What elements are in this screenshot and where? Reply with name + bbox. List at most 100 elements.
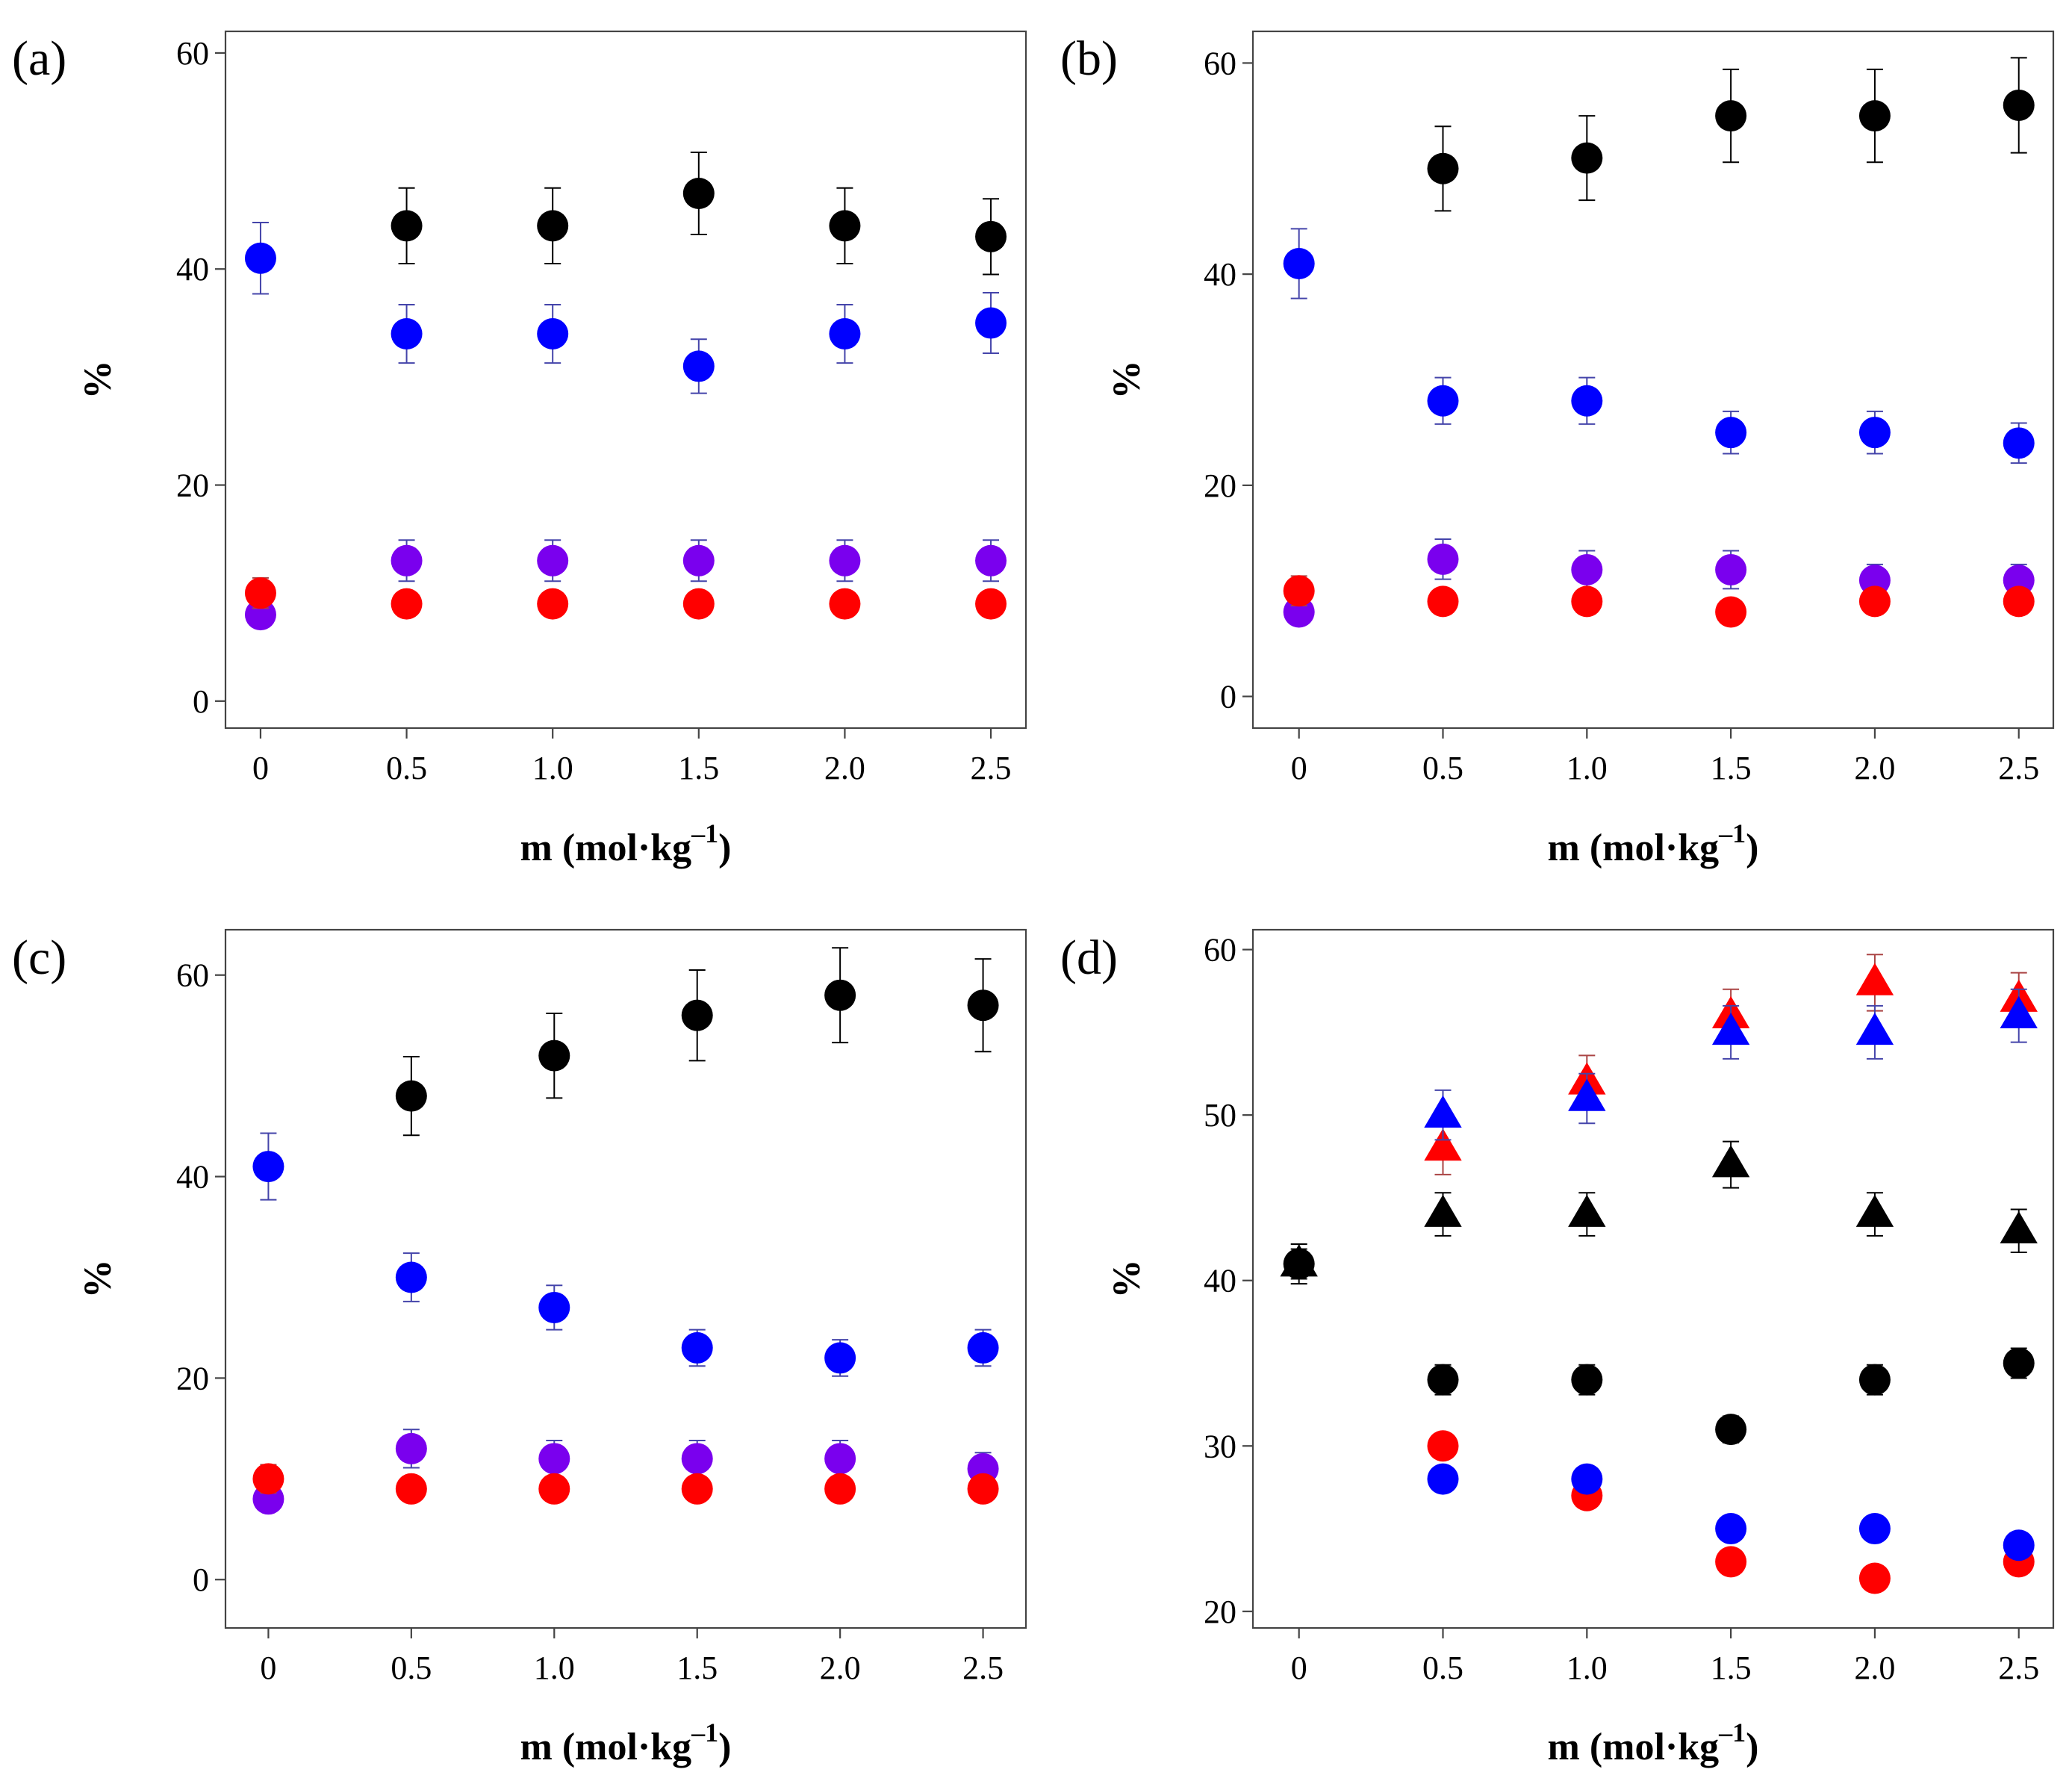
data-point-circle — [538, 1039, 570, 1072]
x-tick-label: 1.5 — [676, 1650, 718, 1686]
data-point-triangle — [1855, 1012, 1894, 1045]
series-1 — [244, 222, 1007, 394]
y-axis-label: % — [1106, 1260, 1148, 1299]
data-point-triangle — [2000, 1211, 2038, 1244]
data-point-triangle — [1855, 1194, 1894, 1227]
data-point-circle — [681, 1331, 713, 1364]
data-point-circle — [1571, 1364, 1603, 1396]
data-point-circle — [1858, 1513, 1891, 1545]
data-point-circle — [975, 544, 1007, 577]
data-point-triangle — [1568, 1078, 1606, 1111]
data-point-circle — [244, 599, 276, 631]
series-3 — [1283, 1248, 2035, 1446]
y-tick-label: 60 — [1204, 45, 1236, 81]
y-tick-label: 20 — [176, 1360, 209, 1396]
data-point-triangle — [1711, 1012, 1750, 1045]
data-point-circle — [244, 242, 276, 274]
panel-c: (c) 0 20 40 60 0 0.5 1.0 1.5 2.0 2.5% m (mol·kg–1) — [12, 928, 1027, 1768]
series-0 — [1427, 57, 2035, 212]
data-point-circle — [538, 1291, 570, 1323]
series-3 — [244, 577, 1007, 620]
data-point-circle — [967, 1331, 999, 1364]
data-point-circle — [967, 1473, 999, 1505]
x-tick-label: 2.0 — [824, 750, 865, 786]
data-point-circle — [252, 1151, 284, 1183]
panel-b: (b) 0 20 40 60 0 0.5 1.0 1.5 2.0 2.5% m (mol·kg–1) — [1060, 30, 2055, 869]
panel-label: (c) — [12, 930, 66, 985]
data-point-circle — [244, 577, 276, 609]
data-point-circle — [1715, 596, 1747, 628]
x-axis-label: m (mol·kg–1) — [1548, 818, 1759, 869]
data-point-circle — [829, 544, 861, 577]
data-point-circle — [975, 588, 1007, 620]
data-point-circle — [1858, 585, 1891, 618]
series-2 — [1283, 538, 2035, 628]
data-point-circle — [1571, 1463, 1603, 1495]
y-tick-label: 40 — [1204, 1263, 1236, 1299]
series-2 — [1280, 1140, 2038, 1285]
y-axis-label: % — [77, 1260, 119, 1299]
plot-frame — [1251, 30, 2055, 730]
plot-frame — [1251, 928, 2055, 1629]
data-point-circle — [1715, 1414, 1747, 1446]
data-point-circle — [1283, 248, 1315, 279]
data-point-circle — [1858, 100, 1891, 132]
x-tick-label: 0 — [1291, 1650, 1307, 1686]
data-point-circle — [1858, 1562, 1891, 1594]
panel-label: (a) — [12, 31, 66, 86]
series-1 — [252, 1132, 999, 1377]
series-5 — [1427, 1463, 2035, 1561]
data-point-triangle — [1855, 963, 1894, 995]
data-point-circle — [1571, 142, 1603, 174]
data-point-circle — [1715, 417, 1747, 449]
series-3 — [252, 1463, 999, 1505]
data-point-circle — [1715, 100, 1747, 132]
data-point-triangle — [1424, 1128, 1462, 1161]
data-point-circle — [1427, 385, 1459, 417]
x-tick-label: 1.0 — [532, 750, 573, 786]
data-point-circle — [829, 210, 861, 242]
data-point-circle — [829, 318, 861, 350]
data-point-circle — [1858, 1364, 1891, 1396]
data-point-triangle — [1424, 1194, 1462, 1227]
data-point-triangle — [1424, 1095, 1462, 1128]
data-point-circle — [1427, 152, 1459, 184]
y-axis-label: % — [77, 361, 119, 400]
data-point-circle — [391, 210, 423, 242]
data-point-circle — [537, 318, 569, 350]
data-point-circle — [538, 1443, 570, 1475]
y-tick-label: 0 — [1220, 679, 1236, 715]
x-tick-label: 0.5 — [1422, 750, 1463, 786]
data-point-circle — [824, 1473, 856, 1505]
series-2 — [244, 539, 1007, 631]
data-point-circle — [1283, 575, 1315, 607]
x-axis-label: m (mol·kg–1) — [520, 1718, 732, 1768]
data-point-circle — [824, 1342, 856, 1374]
data-point-circle — [1715, 553, 1747, 585]
data-point-triangle — [1568, 1194, 1606, 1227]
y-tick-label: 0 — [193, 1561, 209, 1598]
data-point-circle — [395, 1080, 427, 1112]
data-point-circle — [682, 544, 715, 577]
data-point-circle — [967, 989, 999, 1022]
x-tick-label: 2.0 — [1854, 750, 1895, 786]
data-point-circle — [1571, 553, 1603, 585]
x-tick-label: 1.5 — [1711, 1650, 1752, 1686]
x-tick-label: 2.5 — [962, 1650, 1004, 1686]
data-point-circle — [391, 318, 423, 350]
x-tick-label: 0.5 — [386, 750, 427, 786]
y-tick-label: 40 — [176, 251, 209, 288]
data-point-circle — [395, 1432, 427, 1464]
x-tick-label: 1.0 — [1567, 750, 1608, 786]
y-tick-label: 40 — [1204, 256, 1236, 293]
data-point-circle — [1427, 543, 1459, 575]
data-point-circle — [682, 350, 715, 382]
panels: (a) 0 20 40 60 0 0.5 1.0 1.5 2.0 2.5% m (mol·kg–1) (… — [12, 30, 2055, 1768]
series-2 — [252, 1429, 999, 1515]
y-tick-label: 0 — [193, 683, 209, 720]
series-0 — [395, 947, 999, 1137]
data-point-circle — [1571, 585, 1603, 618]
x-tick-label: 1.5 — [678, 750, 719, 786]
y-tick-label: 30 — [1204, 1428, 1236, 1464]
data-point-circle — [537, 588, 569, 620]
